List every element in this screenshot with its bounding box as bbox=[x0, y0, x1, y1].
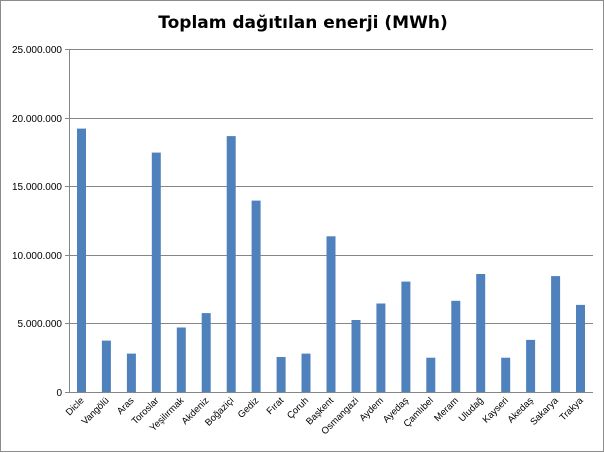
bar bbox=[451, 300, 461, 392]
bar bbox=[551, 276, 561, 392]
bar bbox=[501, 357, 511, 392]
bar bbox=[576, 304, 585, 392]
bar bbox=[251, 200, 261, 392]
bar bbox=[526, 339, 536, 392]
bar bbox=[351, 320, 361, 392]
bar bbox=[376, 303, 386, 392]
x-tick-label: Fırat bbox=[265, 395, 287, 417]
x-tick-label: Trakya bbox=[558, 395, 587, 424]
bar bbox=[126, 353, 136, 392]
bar bbox=[201, 313, 211, 392]
x-tick-label: Vangölü bbox=[80, 395, 112, 427]
bars bbox=[77, 128, 585, 392]
bar bbox=[326, 236, 336, 392]
x-tick-label: Kayseri bbox=[481, 395, 511, 425]
y-tick-label: 25.000.000 bbox=[12, 45, 62, 56]
bar bbox=[401, 281, 411, 392]
bar bbox=[426, 357, 436, 392]
bar bbox=[276, 357, 286, 392]
bar bbox=[77, 128, 86, 392]
y-tick-label: 10.000.000 bbox=[12, 251, 62, 262]
y-tick-label: 20.000.000 bbox=[12, 114, 62, 125]
bar bbox=[151, 152, 161, 392]
bar bbox=[101, 340, 111, 392]
x-tick-label: Uludağ bbox=[457, 395, 486, 424]
x-tick-label: Gediz bbox=[236, 395, 262, 421]
bar bbox=[476, 274, 486, 392]
y-tick-label: 15.000.000 bbox=[12, 182, 62, 193]
x-tick-label: Meram bbox=[432, 395, 461, 424]
chart-title: Toplam dağıtılan enerji (MWh) bbox=[158, 13, 447, 33]
x-tick-label: Aras bbox=[115, 395, 137, 417]
bar bbox=[226, 136, 236, 392]
y-tick-label: 0 bbox=[56, 388, 62, 399]
x-tick-label: Sakarya bbox=[528, 395, 561, 428]
bar bbox=[301, 353, 311, 392]
y-axis: 0 5.000.000 10.000.000 15.000.000 20.000.000… bbox=[12, 45, 70, 399]
y-tick-label: 5.000.000 bbox=[18, 319, 63, 330]
bar bbox=[176, 327, 186, 392]
